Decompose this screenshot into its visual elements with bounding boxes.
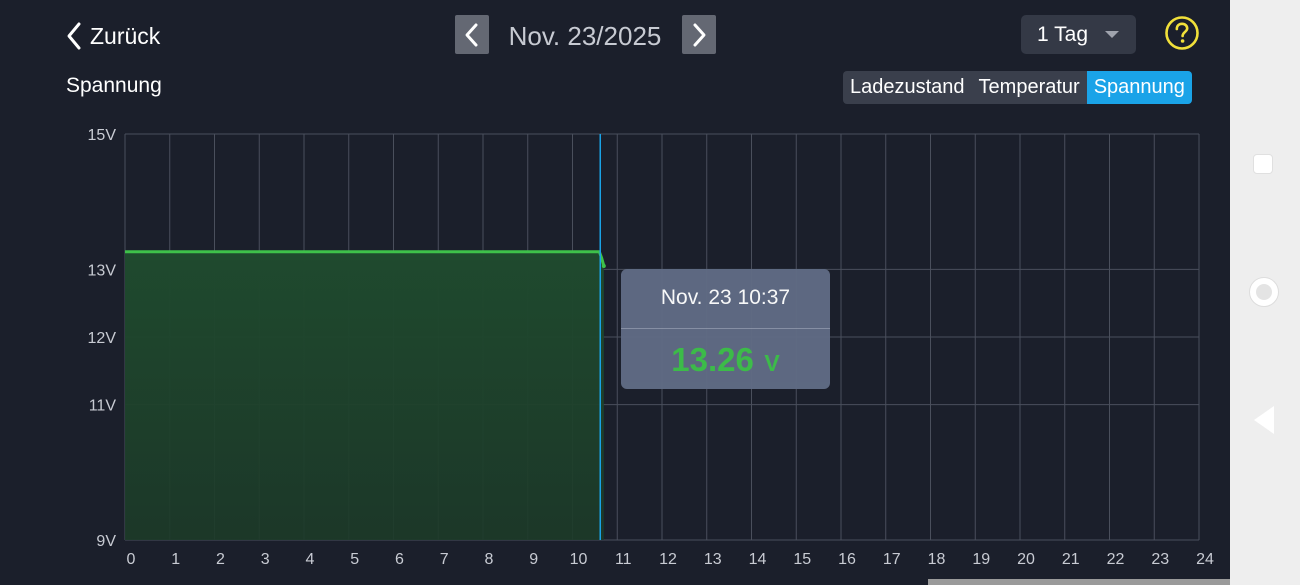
x-tick-label: 16 [838, 551, 856, 568]
chevron-right-icon [693, 23, 706, 46]
x-tick-label: 8 [485, 551, 494, 568]
chevron-left-icon [465, 23, 478, 46]
x-tick-label: 11 [615, 551, 632, 568]
x-tick-label: 12 [659, 551, 677, 568]
y-tick-label: 11V [89, 398, 117, 415]
x-tick-label: 23 [1151, 551, 1169, 568]
x-tick-label: 7 [440, 551, 449, 568]
voltage-chart[interactable]: 0 1 2 3 4 5 6 7 8 9 10 11 12 13 14 15 16 17 18 19 20 21 22 23 24… [0, 0, 1230, 585]
tooltip-time: Nov. 23 10:37 [660, 286, 791, 309]
chart-title: Spannung [66, 74, 162, 97]
current-date: Nov. 23/2025 [508, 21, 662, 51]
back-label: Zurück [90, 22, 161, 49]
range-label: 1 Tag [1037, 22, 1088, 46]
x-tick-label: 19 [972, 551, 990, 568]
y-tick-label: 12V [88, 330, 117, 347]
tooltip-unit: V [764, 350, 780, 376]
help-button[interactable] [1164, 15, 1200, 56]
previous-day-button[interactable] [455, 15, 489, 54]
x-tick-label: 1 [171, 551, 180, 568]
x-tick-label: 24 [1196, 551, 1214, 568]
y-tick-label: 15V [88, 127, 117, 144]
tooltip-divider [621, 328, 830, 329]
x-tick-label: 14 [749, 551, 767, 568]
tooltip-value: 13.26 [671, 341, 754, 378]
x-tick-label: 6 [395, 551, 404, 568]
y-tick-label: 9V [96, 533, 116, 550]
series-area [125, 251, 604, 541]
x-tick-label: 5 [350, 551, 359, 568]
caret-down-icon [1105, 31, 1119, 38]
app-screen: Zurück Nov. 23/2025 1 Tag Spannung Ladez… [0, 0, 1230, 585]
tab-spannung[interactable]: Spannung [1086, 71, 1192, 104]
home-indicator [928, 579, 1230, 585]
recent-apps-icon[interactable] [1253, 154, 1273, 174]
x-tick-label: 4 [306, 551, 315, 568]
tooltip-value-row: 13.26 V [621, 341, 830, 379]
x-tick-label: 10 [570, 551, 588, 568]
chevron-left-icon [67, 22, 81, 50]
system-navigation-bar [1230, 0, 1300, 585]
x-tick-label: 15 [793, 551, 811, 568]
question-mark-icon [1165, 16, 1199, 50]
back-triangle-icon[interactable] [1254, 406, 1274, 434]
x-tick-label: 17 [883, 551, 901, 568]
x-tick-label: 3 [261, 551, 270, 568]
back-button[interactable]: Zurück [64, 18, 160, 54]
x-tick-label: 21 [1062, 551, 1080, 568]
x-tick-label: 9 [529, 551, 538, 568]
next-day-button[interactable] [682, 15, 716, 54]
tab-temperatur[interactable]: Temperatur [971, 71, 1087, 104]
x-tick-label: 22 [1107, 551, 1125, 568]
y-tick-label: 13V [88, 262, 117, 279]
x-tick-label: 0 [127, 551, 136, 568]
x-tick-label: 2 [216, 551, 225, 568]
value-tooltip: Nov. 23 10:37 13.26 V [621, 269, 830, 389]
tab-ladezustand[interactable]: Ladezustand [843, 71, 972, 104]
x-tick-label: 18 [928, 551, 946, 568]
series-end-point [601, 263, 606, 268]
x-tick-label: 20 [1017, 551, 1035, 568]
range-dropdown[interactable]: 1 Tag [1021, 15, 1136, 54]
home-icon[interactable] [1249, 277, 1279, 307]
series-line [125, 250, 606, 267]
metric-tabs: Ladezustand Temperatur Spannung [843, 71, 1192, 104]
x-tick-label: 13 [704, 551, 722, 568]
